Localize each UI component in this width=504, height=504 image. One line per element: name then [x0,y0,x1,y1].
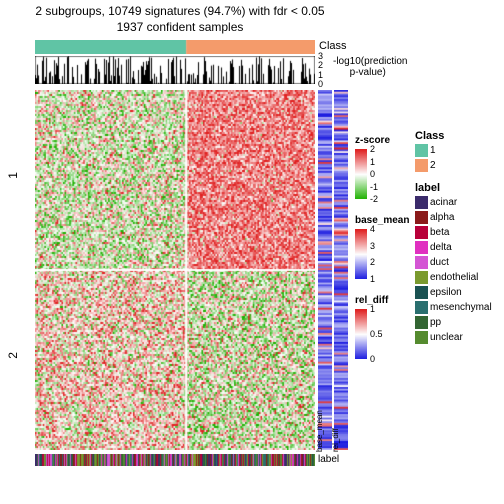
title-line2: 1937 confident samples [20,20,340,34]
heatmap [35,90,315,450]
title-line1: 2 subgroups, 10749 signatures (94.7%) wi… [20,4,340,18]
